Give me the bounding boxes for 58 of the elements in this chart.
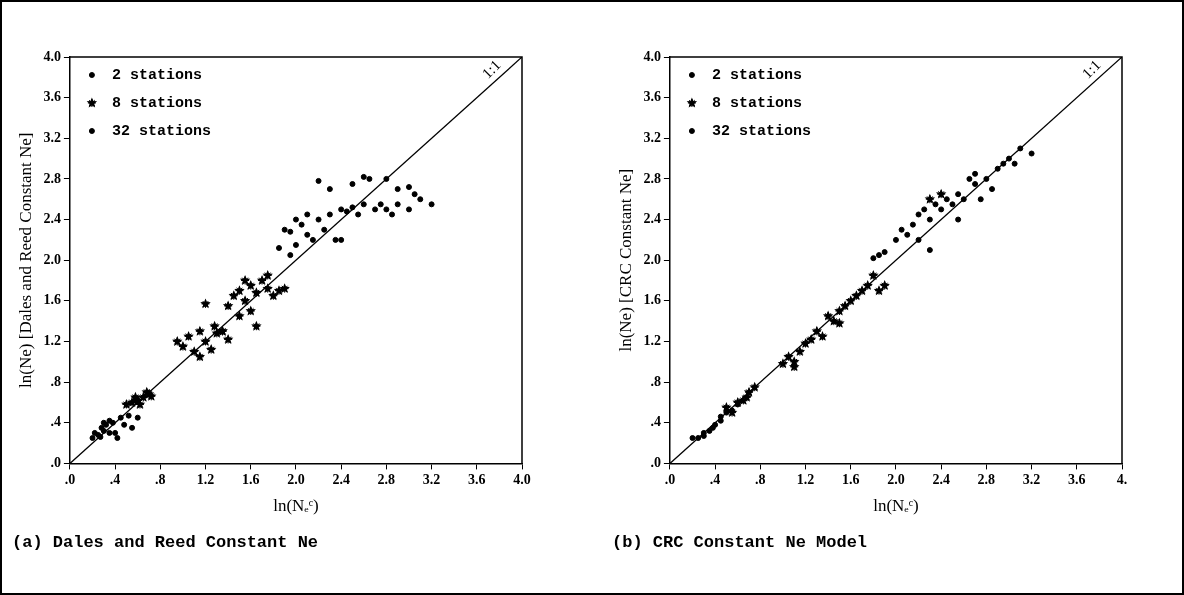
y-tick-label: 3.6 (643, 89, 661, 105)
x-tick-label: 4. (1116, 472, 1128, 488)
y-tick-label: 1.2 (643, 333, 661, 349)
text: (a) Dales and Reed Constant Ne (12, 533, 319, 553)
y-tick-label: 2.4 (43, 211, 61, 227)
y-tick-label: 2.8 (643, 170, 661, 186)
x-tick-label: 1.6 (241, 472, 260, 488)
y-tick-label: 2.8 (43, 170, 61, 186)
y-tick-label: .8 (50, 373, 61, 389)
x-tick-label: .4 (709, 472, 721, 488)
x-tick-label: 2.0 (287, 472, 305, 488)
x-tick-label: 2.8 (377, 472, 396, 488)
x-tick-label: 3.6 (1068, 472, 1086, 488)
x-tick-label: .8 (755, 472, 766, 488)
x-tick-label: .4 (109, 472, 121, 488)
x-tick-label: 1.6 (841, 472, 860, 488)
annotation: 1:1 (1078, 56, 1104, 82)
y-tick-label: 4.0 (643, 48, 661, 64)
x-tick-label: 1.2 (796, 472, 815, 488)
y-tick-label: 2.0 (643, 251, 661, 267)
legend-label: 32 stations (711, 122, 811, 140)
x-tick-label: .8 (155, 472, 166, 488)
y-tick-label: .8 (650, 373, 661, 389)
y-tick-label: .4 (650, 414, 661, 430)
y-tick-label: 1.6 (43, 292, 61, 308)
y-tick-label: 3.2 (43, 129, 61, 145)
legend-label: 8 stations (711, 94, 802, 112)
x-tick-label: 3.2 (1022, 472, 1041, 488)
x-axis-title: ln(Nₑᶜ) (873, 495, 919, 515)
y-tick-label: 3.2 (643, 129, 661, 145)
y-tick-label: 2.4 (643, 211, 661, 227)
x-tick-label: .0 (64, 472, 76, 488)
y-tick-label: 1.2 (43, 333, 61, 349)
y-tick-label: 2.0 (43, 251, 61, 267)
y-tick-label: .0 (650, 455, 661, 471)
x-axis-title: ln(Nₑᶜ) (273, 495, 319, 515)
legend-label: 32 stations (111, 122, 211, 140)
x-tick-label: 2.4 (932, 472, 950, 488)
x-tick-label: .0 (664, 472, 676, 488)
x-tick-label: 3.6 (468, 472, 486, 488)
y-axis-title: ln(Ne) [Dales and Reed Constant Ne] (15, 132, 35, 388)
annotation: 1:1 (478, 56, 504, 82)
y-axis-title: ln(Ne) [CRC Constant Ne] (615, 168, 635, 352)
x-tick-label: 4.0 (513, 472, 531, 488)
y-tick-label: 1.6 (643, 292, 661, 308)
legend-label: 2 stations (111, 66, 202, 84)
y-tick-label: .4 (50, 414, 61, 430)
x-tick-label: 2.4 (332, 472, 350, 488)
text: (b) CRC Constant Ne Model (612, 533, 868, 553)
y-tick-label: 4.0 (43, 48, 61, 64)
legend-label: 2 stations (711, 66, 802, 84)
y-tick-label: 3.6 (43, 89, 61, 105)
legend-label: 8 stations (111, 94, 202, 112)
x-tick-label: 2.8 (977, 472, 996, 488)
x-tick-label: 2.0 (887, 472, 905, 488)
x-tick-label: 1.2 (196, 472, 215, 488)
x-tick-label: 3.2 (422, 472, 441, 488)
y-tick-label: .0 (50, 455, 61, 471)
